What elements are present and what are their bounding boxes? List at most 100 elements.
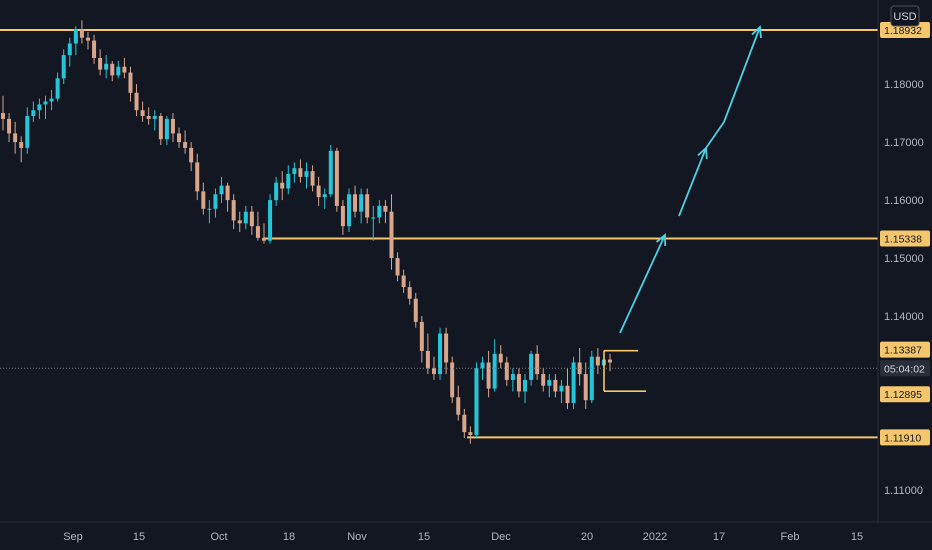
candle <box>116 60 121 79</box>
candle <box>346 188 351 232</box>
candle <box>37 98 42 119</box>
candle <box>67 37 72 67</box>
candle <box>365 188 370 224</box>
candle-body <box>310 171 315 186</box>
candle <box>401 269 406 293</box>
candle-body <box>608 359 612 363</box>
x-tick-label: Oct <box>210 531 227 543</box>
candle-body <box>292 168 297 174</box>
candle <box>450 356 455 404</box>
candle-body <box>583 374 588 401</box>
candle-body <box>134 92 139 111</box>
arrow-shaft <box>619 234 666 334</box>
candle <box>170 113 175 143</box>
candle <box>25 107 30 154</box>
range-high-price-badge-bg <box>880 341 930 358</box>
candle-body <box>359 194 364 212</box>
candle-body <box>365 194 370 218</box>
candle-body <box>468 432 473 435</box>
candle <box>152 110 157 131</box>
candle-body <box>1 113 5 119</box>
candle <box>444 327 449 375</box>
candle <box>13 121 18 154</box>
candle <box>73 26 78 56</box>
countdown-badge-text: 05:04:02 <box>884 363 925 375</box>
candle-body <box>450 362 455 398</box>
candle-body <box>110 63 115 76</box>
candle <box>292 162 297 183</box>
candle <box>55 72 60 102</box>
candle <box>262 223 267 244</box>
candle-body <box>55 78 60 99</box>
price-axis[interactable]: 1.18000 1.17000 1.16000 1.15000 1.14000 1.110… <box>877 0 932 522</box>
candle <box>286 165 291 195</box>
time-axis[interactable]: Sep 15 Oct 18 Nov 15 Dec 20 2022 17 Feb 15 <box>0 521 932 550</box>
candle-body <box>371 217 376 219</box>
x-tick-label: 15 <box>133 531 145 543</box>
candle-body <box>529 353 534 380</box>
candle-body <box>322 194 327 198</box>
candle-body <box>462 414 467 433</box>
candle <box>189 142 194 172</box>
candle-body <box>170 118 175 134</box>
resistance-price-badge: 1.15338 <box>880 230 930 247</box>
arrow-head <box>751 25 762 39</box>
candle-body <box>389 211 394 259</box>
y-tick-label: 1.14000 <box>884 311 924 323</box>
candle-body <box>504 362 509 380</box>
candle <box>177 127 182 148</box>
candle <box>128 66 133 102</box>
candle-body <box>189 147 194 163</box>
candle-body <box>334 150 339 206</box>
candle-body <box>79 29 84 38</box>
candle <box>104 55 109 79</box>
candle <box>298 159 303 183</box>
candle <box>219 176 224 203</box>
candle-body <box>31 110 36 116</box>
candle <box>468 426 473 444</box>
candle <box>359 188 364 224</box>
candle <box>474 362 479 438</box>
currency-label: USD <box>893 11 916 23</box>
candle-body <box>274 182 279 201</box>
candle-body <box>401 275 406 288</box>
candle-body <box>353 194 358 212</box>
candle <box>498 345 503 369</box>
x-tick-label: 2022 <box>643 531 667 543</box>
candle <box>595 348 600 375</box>
candle-body <box>146 116 151 119</box>
candle-body <box>425 350 430 369</box>
candle <box>480 356 485 380</box>
candle <box>523 374 528 404</box>
y-tick-label: 1.16000 <box>884 195 924 207</box>
candle-body <box>213 194 218 209</box>
candle-body <box>164 118 169 140</box>
y-tick-label: 1.11000 <box>884 485 923 497</box>
candle-body <box>589 356 594 401</box>
candle-body <box>158 116 163 140</box>
candle-body <box>49 98 54 102</box>
candle-body <box>328 150 333 195</box>
candle-body <box>195 162 200 192</box>
candle-body <box>73 29 78 44</box>
candle <box>243 205 248 230</box>
range-high-price-badge-text: 1.13387 <box>884 345 922 357</box>
candle <box>201 182 206 215</box>
candle-body <box>535 353 540 375</box>
range-low-price-badge-bg <box>880 386 930 403</box>
candle-body <box>407 287 412 299</box>
candle-body <box>19 142 24 148</box>
candle-body <box>571 362 576 404</box>
candle-body <box>122 66 127 73</box>
candle-body <box>262 237 267 241</box>
candle-body <box>298 168 303 177</box>
candle-body <box>201 191 206 209</box>
candle-body <box>280 182 285 189</box>
candle-body <box>67 43 72 56</box>
x-tick-label: 20 <box>581 531 593 543</box>
candle-body <box>128 72 133 93</box>
candle <box>516 368 521 398</box>
candle-body <box>492 353 497 389</box>
candle <box>255 211 260 241</box>
